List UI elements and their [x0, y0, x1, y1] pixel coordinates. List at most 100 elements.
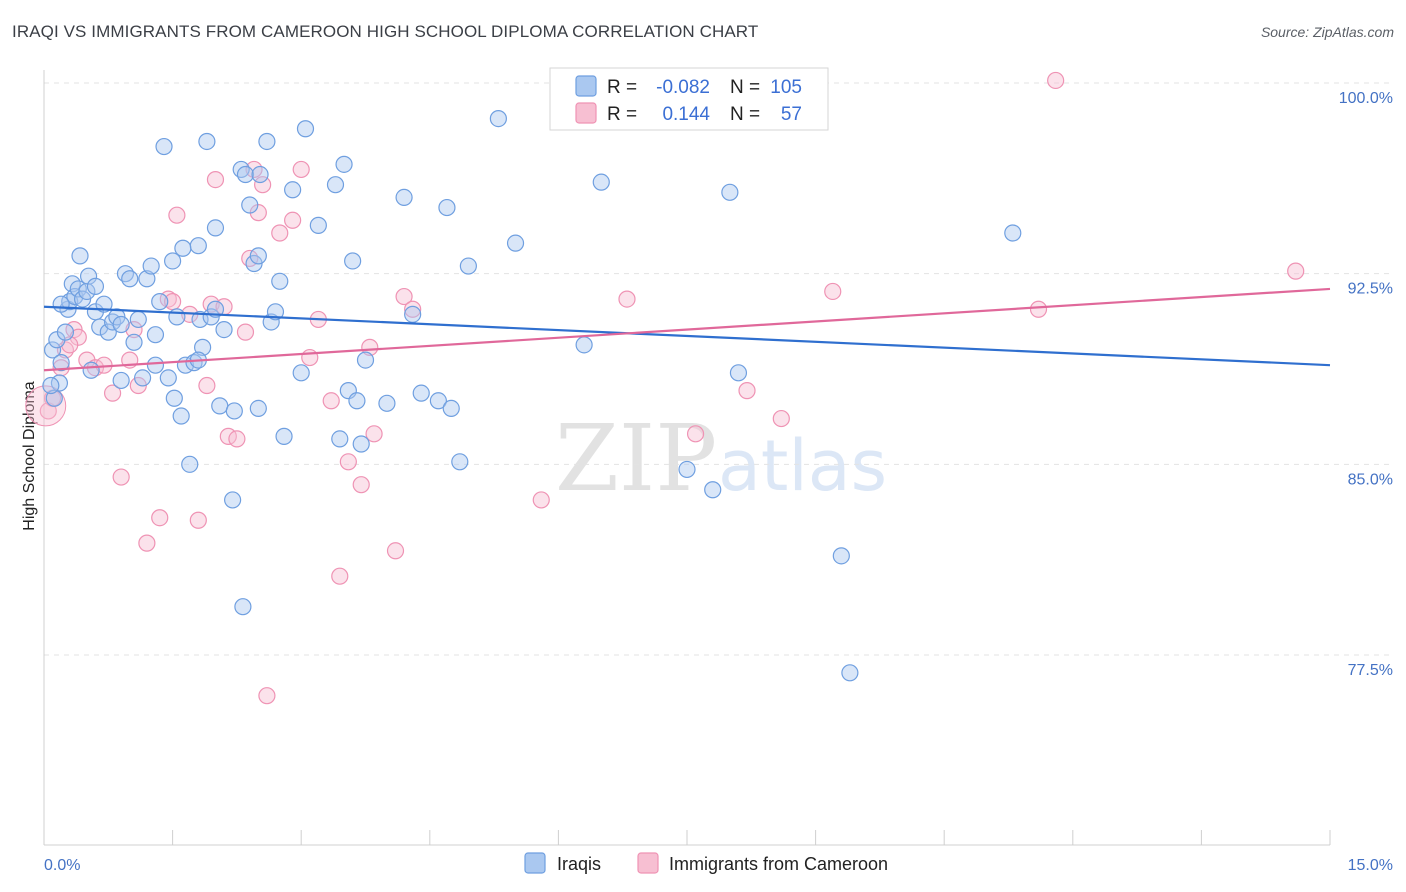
cameroon-point-45: [395, 287, 413, 306]
iraqi-point-79: [404, 305, 422, 323]
iraqi-point-60: [258, 132, 276, 151]
source-label: Source: ZipAtlas.com: [1260, 24, 1394, 40]
iraqi-point-62: [266, 303, 285, 321]
iraqi-point-32: [155, 137, 173, 156]
cameroon-point-42: [361, 338, 379, 356]
iraqi-point-70: [331, 430, 349, 448]
cameroon-point-49: [686, 425, 705, 443]
legend-swatch-iraqi: [575, 75, 597, 97]
cameroon-point-46: [404, 300, 422, 318]
legend-n-value-1: 105: [770, 77, 802, 98]
iraqi-point-11: [71, 247, 89, 265]
cameroon-point-20: [189, 511, 207, 529]
iraqi-point-44: [194, 338, 212, 356]
iraqi-point-15: [82, 361, 100, 379]
iraqi-point-81: [429, 392, 447, 410]
iraqi-point-85: [459, 257, 477, 275]
iraqi-point-30: [146, 356, 165, 374]
cameroon-point-15: [151, 509, 169, 527]
y-tick-label-2: 92.5%: [1348, 281, 1393, 298]
iraqi-point-97: [1004, 224, 1022, 242]
iraqi-point-101: [112, 315, 130, 334]
iraqi-point-73: [344, 252, 362, 270]
cameroon-point-9: [103, 384, 122, 402]
iraqi-point-92: [704, 481, 722, 499]
cameroon-point-12: [125, 320, 143, 339]
iraqi-point-50: [224, 491, 242, 509]
x-ticks: [43, 830, 1331, 845]
series-iraqi-points: [42, 71, 1022, 682]
iraqi-point-87: [506, 234, 525, 252]
cameroon-point-38: [322, 392, 340, 410]
cameroon-point-44: [386, 542, 405, 560]
iraqi-point-1: [45, 389, 63, 407]
cameroon-point-14: [138, 534, 156, 552]
iraqi-point-47: [206, 219, 225, 237]
iraqi-point-99: [52, 295, 70, 313]
iraqi-point-54: [236, 165, 255, 184]
iraqi-point-33: [159, 369, 177, 387]
iraqi-point-75: [352, 435, 370, 453]
iraqi-point-93: [721, 183, 739, 201]
iraqi-point-35: [165, 389, 183, 407]
iraqi-point-65: [284, 181, 302, 199]
y-tick-label-0: 77.5%: [1348, 662, 1393, 679]
cameroon-point-48: [618, 290, 636, 308]
cameroon-point-26: [228, 430, 246, 448]
cameroon-point-27: [236, 323, 255, 341]
cameroon-point-23: [206, 171, 225, 189]
iraqi-point-67: [296, 120, 315, 138]
iraqi-point-88: [575, 336, 593, 354]
iraqi-point-14: [79, 267, 98, 285]
iraqi-point-69: [326, 176, 345, 194]
legend-r-label-1: R =: [607, 77, 637, 98]
iraqi-point-63: [271, 272, 289, 290]
iraqi-point-74: [348, 392, 366, 410]
iraqi-point-24: [121, 270, 139, 288]
cameroon-point-18: [168, 206, 186, 224]
cameroon-point-51: [772, 409, 790, 428]
iraqi-point-42: [189, 237, 207, 255]
iraqi-point-40: [181, 455, 199, 473]
cameroon-point-41: [352, 476, 370, 494]
iraqi-point-4: [52, 354, 70, 372]
x-tick-label-max: 15.0%: [1348, 857, 1393, 874]
iraqi-point-28: [138, 270, 156, 288]
cameroon-point-10: [112, 468, 130, 486]
iraqi-point-83: [442, 399, 460, 418]
legend-r-value-2: 0.144: [662, 104, 710, 125]
cameroon-point-35: [292, 160, 310, 179]
iraqi-point-38: [174, 239, 192, 257]
iraqi-point-36: [168, 308, 186, 326]
legend-n-label-1: N =: [730, 77, 760, 98]
trend-line-iraqi: [43, 305, 1331, 367]
iraqi-point-45: [198, 132, 216, 151]
iraqi-point-102: [146, 326, 165, 344]
legend-n-label-2: N =: [730, 104, 760, 125]
cameroon-point-43: [365, 425, 383, 443]
cameroon-point-21: [198, 376, 216, 395]
bottom-legend-cameroon: Immigrants from Cameroon: [669, 854, 888, 874]
cameroon-point-36: [301, 348, 319, 367]
iraqi-point-29: [142, 257, 160, 275]
cameroon-point-55: [1287, 262, 1305, 280]
cameroon-point-31: [254, 176, 272, 194]
iraqi-point-51: [225, 402, 243, 420]
iraqi-point-95: [832, 547, 850, 565]
gridlines: [44, 82, 1390, 656]
bottom-legend-swatch-cameroon: [637, 852, 659, 874]
iraqi-point-34: [164, 252, 182, 270]
iraqi-point-84: [451, 453, 469, 471]
trend-lines: [43, 287, 1331, 372]
cameroon-point-53: [1029, 300, 1048, 318]
iraqi-point-37: [172, 407, 190, 425]
iraqi-point-26: [129, 310, 147, 329]
cameroon-point-56: [61, 336, 79, 354]
iraqi-point-55: [241, 196, 259, 214]
iraqi-point-78: [395, 188, 413, 206]
iraqi-point-82: [438, 198, 456, 217]
iraqi-point-48: [211, 397, 229, 415]
iraqi-point-49: [215, 320, 233, 339]
iraqi-point-22: [112, 371, 130, 390]
cameroon-point-33: [271, 224, 289, 242]
